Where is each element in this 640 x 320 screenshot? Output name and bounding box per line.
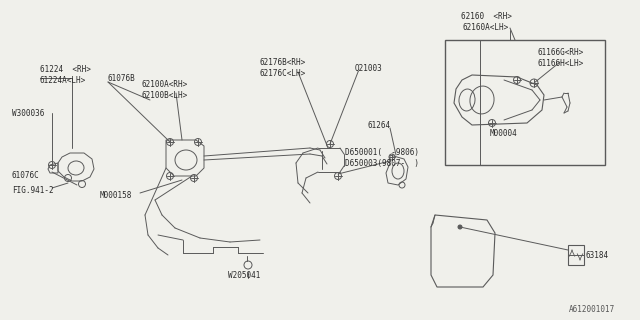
Text: M00004: M00004 <box>490 129 518 138</box>
Text: 62176B<RH>
62176C<LH>: 62176B<RH> 62176C<LH> <box>260 58 307 78</box>
Text: D650001(  -9806)
D650003(9807-  ): D650001( -9806) D650003(9807- ) <box>345 148 419 168</box>
Text: 61264: 61264 <box>368 121 391 130</box>
Text: A612001017: A612001017 <box>569 306 615 315</box>
Text: 61224  <RH>
61224A<LH>: 61224 <RH> 61224A<LH> <box>40 65 91 85</box>
Text: 61076C: 61076C <box>12 171 40 180</box>
Text: 63184: 63184 <box>586 251 609 260</box>
Text: Q21003: Q21003 <box>355 63 383 73</box>
Text: 61076B: 61076B <box>108 74 136 83</box>
Text: W300036: W300036 <box>12 108 44 117</box>
Text: 61166G<RH>
61166H<LH>: 61166G<RH> 61166H<LH> <box>538 48 584 68</box>
Text: 62160  <RH>
62160A<LH>: 62160 <RH> 62160A<LH> <box>461 12 511 32</box>
Text: 62100A<RH>
62100B<LH>: 62100A<RH> 62100B<LH> <box>142 80 188 100</box>
Circle shape <box>458 225 462 229</box>
Bar <box>568 245 584 265</box>
Text: M000158: M000158 <box>100 190 132 199</box>
Bar <box>445 40 605 165</box>
Text: W205041: W205041 <box>228 271 260 281</box>
Text: FIG.941-2: FIG.941-2 <box>12 186 54 195</box>
